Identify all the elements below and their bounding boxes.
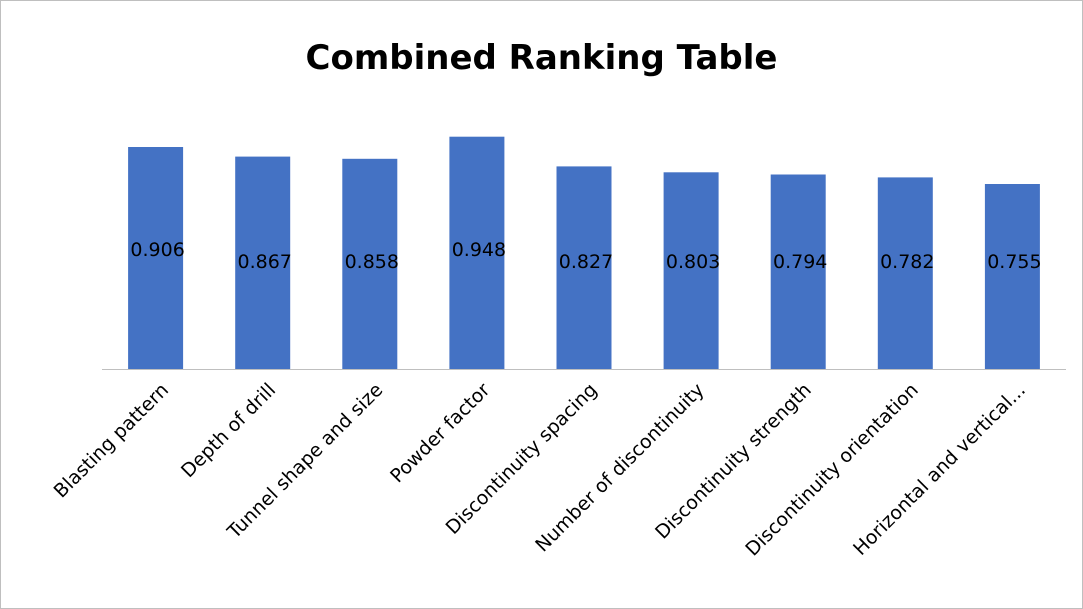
data-label: 0.867 <box>237 251 291 273</box>
data-label: 0.803 <box>666 251 720 273</box>
data-label: 0.858 <box>345 251 399 273</box>
category-label: Number of discontinuity <box>531 379 708 556</box>
category-label: Depth of drill <box>177 379 280 482</box>
data-label: 0.782 <box>880 251 934 273</box>
category-label: Blasting pattern <box>50 379 173 502</box>
bar <box>878 177 933 369</box>
data-label: 0.827 <box>559 251 613 273</box>
data-label: 0.906 <box>130 239 184 261</box>
bar <box>985 184 1040 369</box>
category-label: Discontinuity orientation <box>741 379 923 561</box>
category-label: Powder factor <box>386 379 494 487</box>
data-label: 0.755 <box>987 251 1041 273</box>
data-label: 0.794 <box>773 251 827 273</box>
category-label: Horizontal and vertical... <box>849 379 1030 560</box>
data-label: 0.948 <box>452 239 506 261</box>
